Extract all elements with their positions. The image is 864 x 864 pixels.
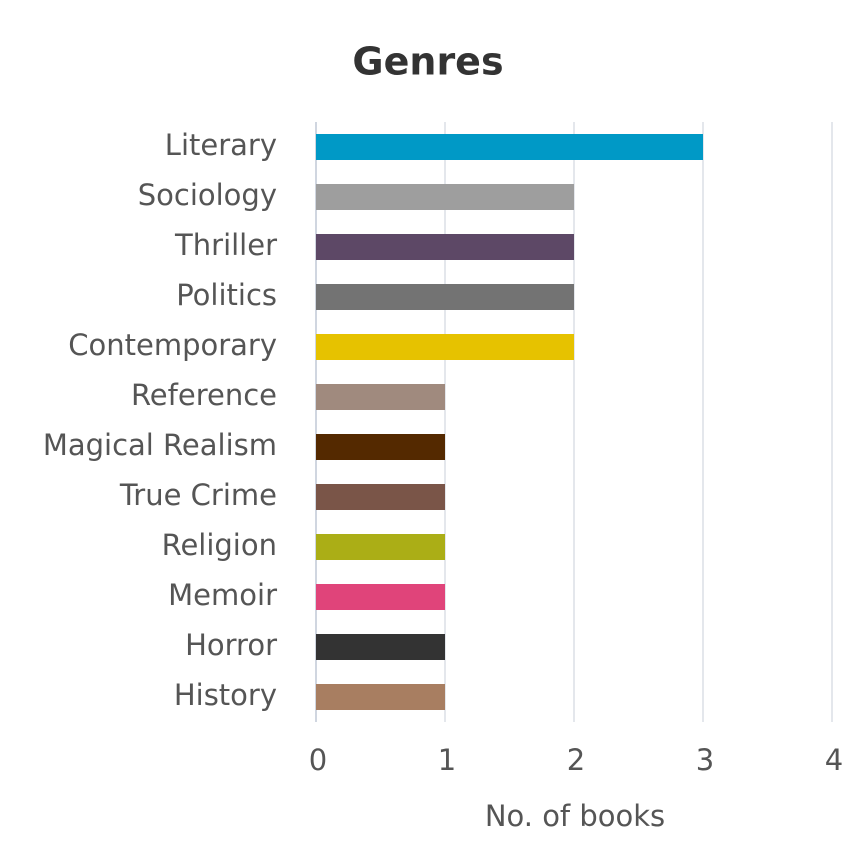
x-tick-label: 4 xyxy=(825,743,843,777)
bar xyxy=(316,434,445,460)
bar xyxy=(316,134,703,160)
bar xyxy=(316,684,445,710)
y-tick-label: Literary xyxy=(165,128,277,162)
bar xyxy=(316,384,445,410)
bar xyxy=(316,634,445,660)
y-tick-label: History xyxy=(174,678,277,712)
y-tick-label: Thriller xyxy=(174,228,277,262)
y-tick-label: Sociology xyxy=(138,178,277,212)
bar xyxy=(316,234,574,260)
bar xyxy=(316,484,445,510)
x-tick-label: 0 xyxy=(309,743,327,777)
x-tick-label: 2 xyxy=(567,743,585,777)
x-tick-label: 3 xyxy=(696,743,714,777)
y-tick-label: Horror xyxy=(185,628,277,662)
bar xyxy=(316,584,445,610)
y-tick-label: Reference xyxy=(131,378,277,412)
x-axis-label: No. of books xyxy=(485,799,665,833)
y-tick-label: Religion xyxy=(162,528,277,562)
y-tick-label: Memoir xyxy=(168,578,277,612)
y-tick-label: Politics xyxy=(176,278,277,312)
y-tick-label: True Crime xyxy=(119,478,277,512)
y-tick-label: Contemporary xyxy=(68,328,277,362)
bar xyxy=(316,184,574,210)
chart-title: Genres xyxy=(352,40,503,84)
bar xyxy=(316,534,445,560)
y-tick-label: Magical Realism xyxy=(43,428,277,462)
x-tick-label: 1 xyxy=(438,743,456,777)
bar xyxy=(316,334,574,360)
bar xyxy=(316,284,574,310)
